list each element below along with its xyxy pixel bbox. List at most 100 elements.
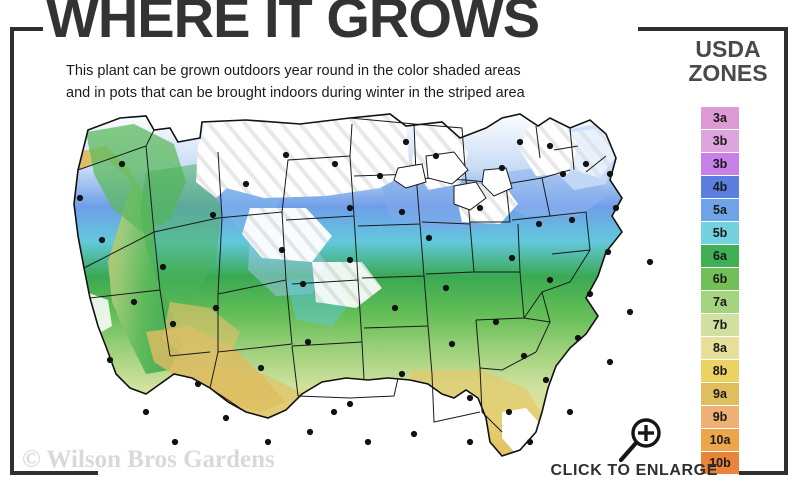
city-dot	[242, 180, 250, 188]
city-dot	[306, 428, 314, 436]
city-dot	[98, 236, 106, 244]
frame-bottom-right	[730, 471, 788, 475]
legend-swatch-label: 6b	[712, 272, 728, 286]
legend-swatch-label: 5b	[712, 226, 728, 240]
magnifier-plus-icon[interactable]	[616, 417, 666, 465]
frame-top-left	[10, 27, 43, 31]
city-dot	[304, 338, 312, 346]
city-dot	[346, 204, 354, 212]
city-dot	[448, 340, 456, 348]
frame-left	[10, 27, 14, 475]
city-dot	[606, 170, 614, 178]
legend-swatch-5b-5: 5b	[701, 222, 739, 245]
legend-swatch-4b-3: 4b	[701, 176, 739, 199]
legend-swatch-6b-7: 6b	[701, 268, 739, 291]
city-dot	[346, 256, 354, 264]
city-dot	[646, 258, 654, 266]
frame-top-right	[638, 27, 788, 31]
city-dot	[159, 263, 167, 271]
city-dot	[626, 308, 634, 316]
legend-swatch-10b-15: 10b	[701, 452, 739, 475]
city-dot	[566, 408, 574, 416]
legend-swatch-label: 7a	[713, 295, 727, 309]
legend-swatch-6a-6: 6a	[701, 245, 739, 268]
legend-swatch-label: 9a	[713, 387, 727, 401]
city-dot	[526, 438, 534, 446]
city-dot	[582, 160, 590, 168]
city-dot	[257, 364, 265, 372]
legend-swatch-label: 8b	[712, 364, 728, 378]
legend-swatch-8b-11: 8b	[701, 360, 739, 383]
legend-swatch-3b-1: 3b	[701, 130, 739, 153]
legend-swatch-label: 8a	[713, 341, 727, 355]
legend-swatch-label: 10b	[709, 456, 731, 470]
city-dot	[391, 304, 399, 312]
city-dot	[520, 352, 528, 360]
city-dot	[194, 380, 202, 388]
page-title: WHERE IT GROWS	[46, 0, 540, 49]
country-outline	[73, 113, 623, 457]
click-to-enlarge-label[interactable]: CLICK TO ENLARGE	[550, 462, 718, 479]
city-dot	[106, 356, 114, 364]
city-dot	[330, 408, 338, 416]
legend-swatch-9a-12: 9a	[701, 383, 739, 406]
legend-swatch-label: 9b	[712, 410, 728, 424]
city-dot	[546, 142, 554, 150]
city-dot	[212, 304, 220, 312]
city-dot	[118, 160, 126, 168]
subtitle-line-2: and in pots that can be brought indoors …	[66, 85, 525, 102]
city-dot	[398, 370, 406, 378]
city-dot-layer	[76, 138, 654, 446]
legend-heading-line-1: USDA	[695, 36, 761, 62]
city-dot	[425, 234, 433, 242]
city-dot	[299, 280, 307, 288]
frame-right	[784, 27, 788, 475]
city-dot	[612, 204, 620, 212]
legend-swatch-label: 7b	[712, 318, 728, 332]
legend-swatch-3a-0: 3a	[701, 107, 739, 130]
city-dot	[442, 284, 450, 292]
legend-swatch-label: 3b	[712, 134, 728, 148]
subtitle-line-1: This plant can be grown outdoors year ro…	[66, 63, 521, 79]
city-dot	[402, 138, 410, 146]
legend-heading-line-2: ZONES	[688, 59, 768, 86]
city-dot	[282, 151, 290, 159]
city-dot	[574, 334, 582, 342]
city-dot	[376, 172, 384, 180]
legend-swatch-10a-14: 10a	[701, 429, 739, 452]
city-dot	[559, 170, 567, 178]
watermark: © Wilson Bros Gardens	[22, 446, 275, 473]
city-dot	[331, 160, 339, 168]
legend-swatch-label: 5a	[713, 203, 727, 217]
city-dot	[410, 430, 418, 438]
city-dot	[516, 138, 524, 146]
city-dot	[432, 152, 440, 160]
city-dot	[346, 400, 354, 408]
city-dot	[278, 246, 286, 254]
legend-swatch-7a-8: 7a	[701, 291, 739, 314]
city-dot	[604, 248, 612, 256]
legend-swatch-label: 10a	[709, 433, 731, 447]
city-dot	[586, 290, 594, 298]
city-dot	[209, 211, 217, 219]
city-dot	[492, 318, 500, 326]
legend-swatch-label: 4b	[712, 180, 728, 194]
city-dot	[505, 408, 513, 416]
city-dot	[169, 320, 177, 328]
frame-bottom-left	[10, 471, 98, 475]
city-dot	[398, 208, 406, 216]
city-dot	[498, 164, 506, 172]
usda-zone-legend: 3a 3b 3b 4b 5a 5b 6a 6b 7a 7b 8a 8b 9a 9b 10a 10b	[701, 107, 739, 475]
legend-swatch-9b-13: 9b	[701, 406, 739, 429]
legend-heading: USDA ZONES	[672, 36, 784, 86]
subtitle: This plant can be grown outdoors year ro…	[66, 60, 666, 104]
city-dot	[466, 394, 474, 402]
usda-hardiness-zone-map[interactable]	[50, 112, 670, 462]
city-dot	[542, 376, 550, 384]
city-dot	[264, 438, 272, 446]
city-dot	[466, 438, 474, 446]
city-dot	[546, 276, 554, 284]
city-dot	[222, 414, 230, 422]
city-dot	[535, 220, 543, 228]
